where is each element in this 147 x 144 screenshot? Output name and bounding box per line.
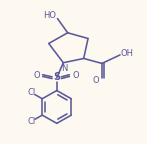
Text: Cl: Cl bbox=[27, 88, 36, 97]
Text: HO: HO bbox=[43, 12, 56, 20]
Text: OH: OH bbox=[121, 49, 134, 58]
Text: O: O bbox=[72, 71, 79, 80]
Text: O: O bbox=[93, 76, 99, 85]
Text: Cl: Cl bbox=[27, 117, 36, 126]
Text: N: N bbox=[61, 64, 67, 73]
Text: S: S bbox=[53, 72, 60, 82]
Text: O: O bbox=[33, 71, 40, 80]
